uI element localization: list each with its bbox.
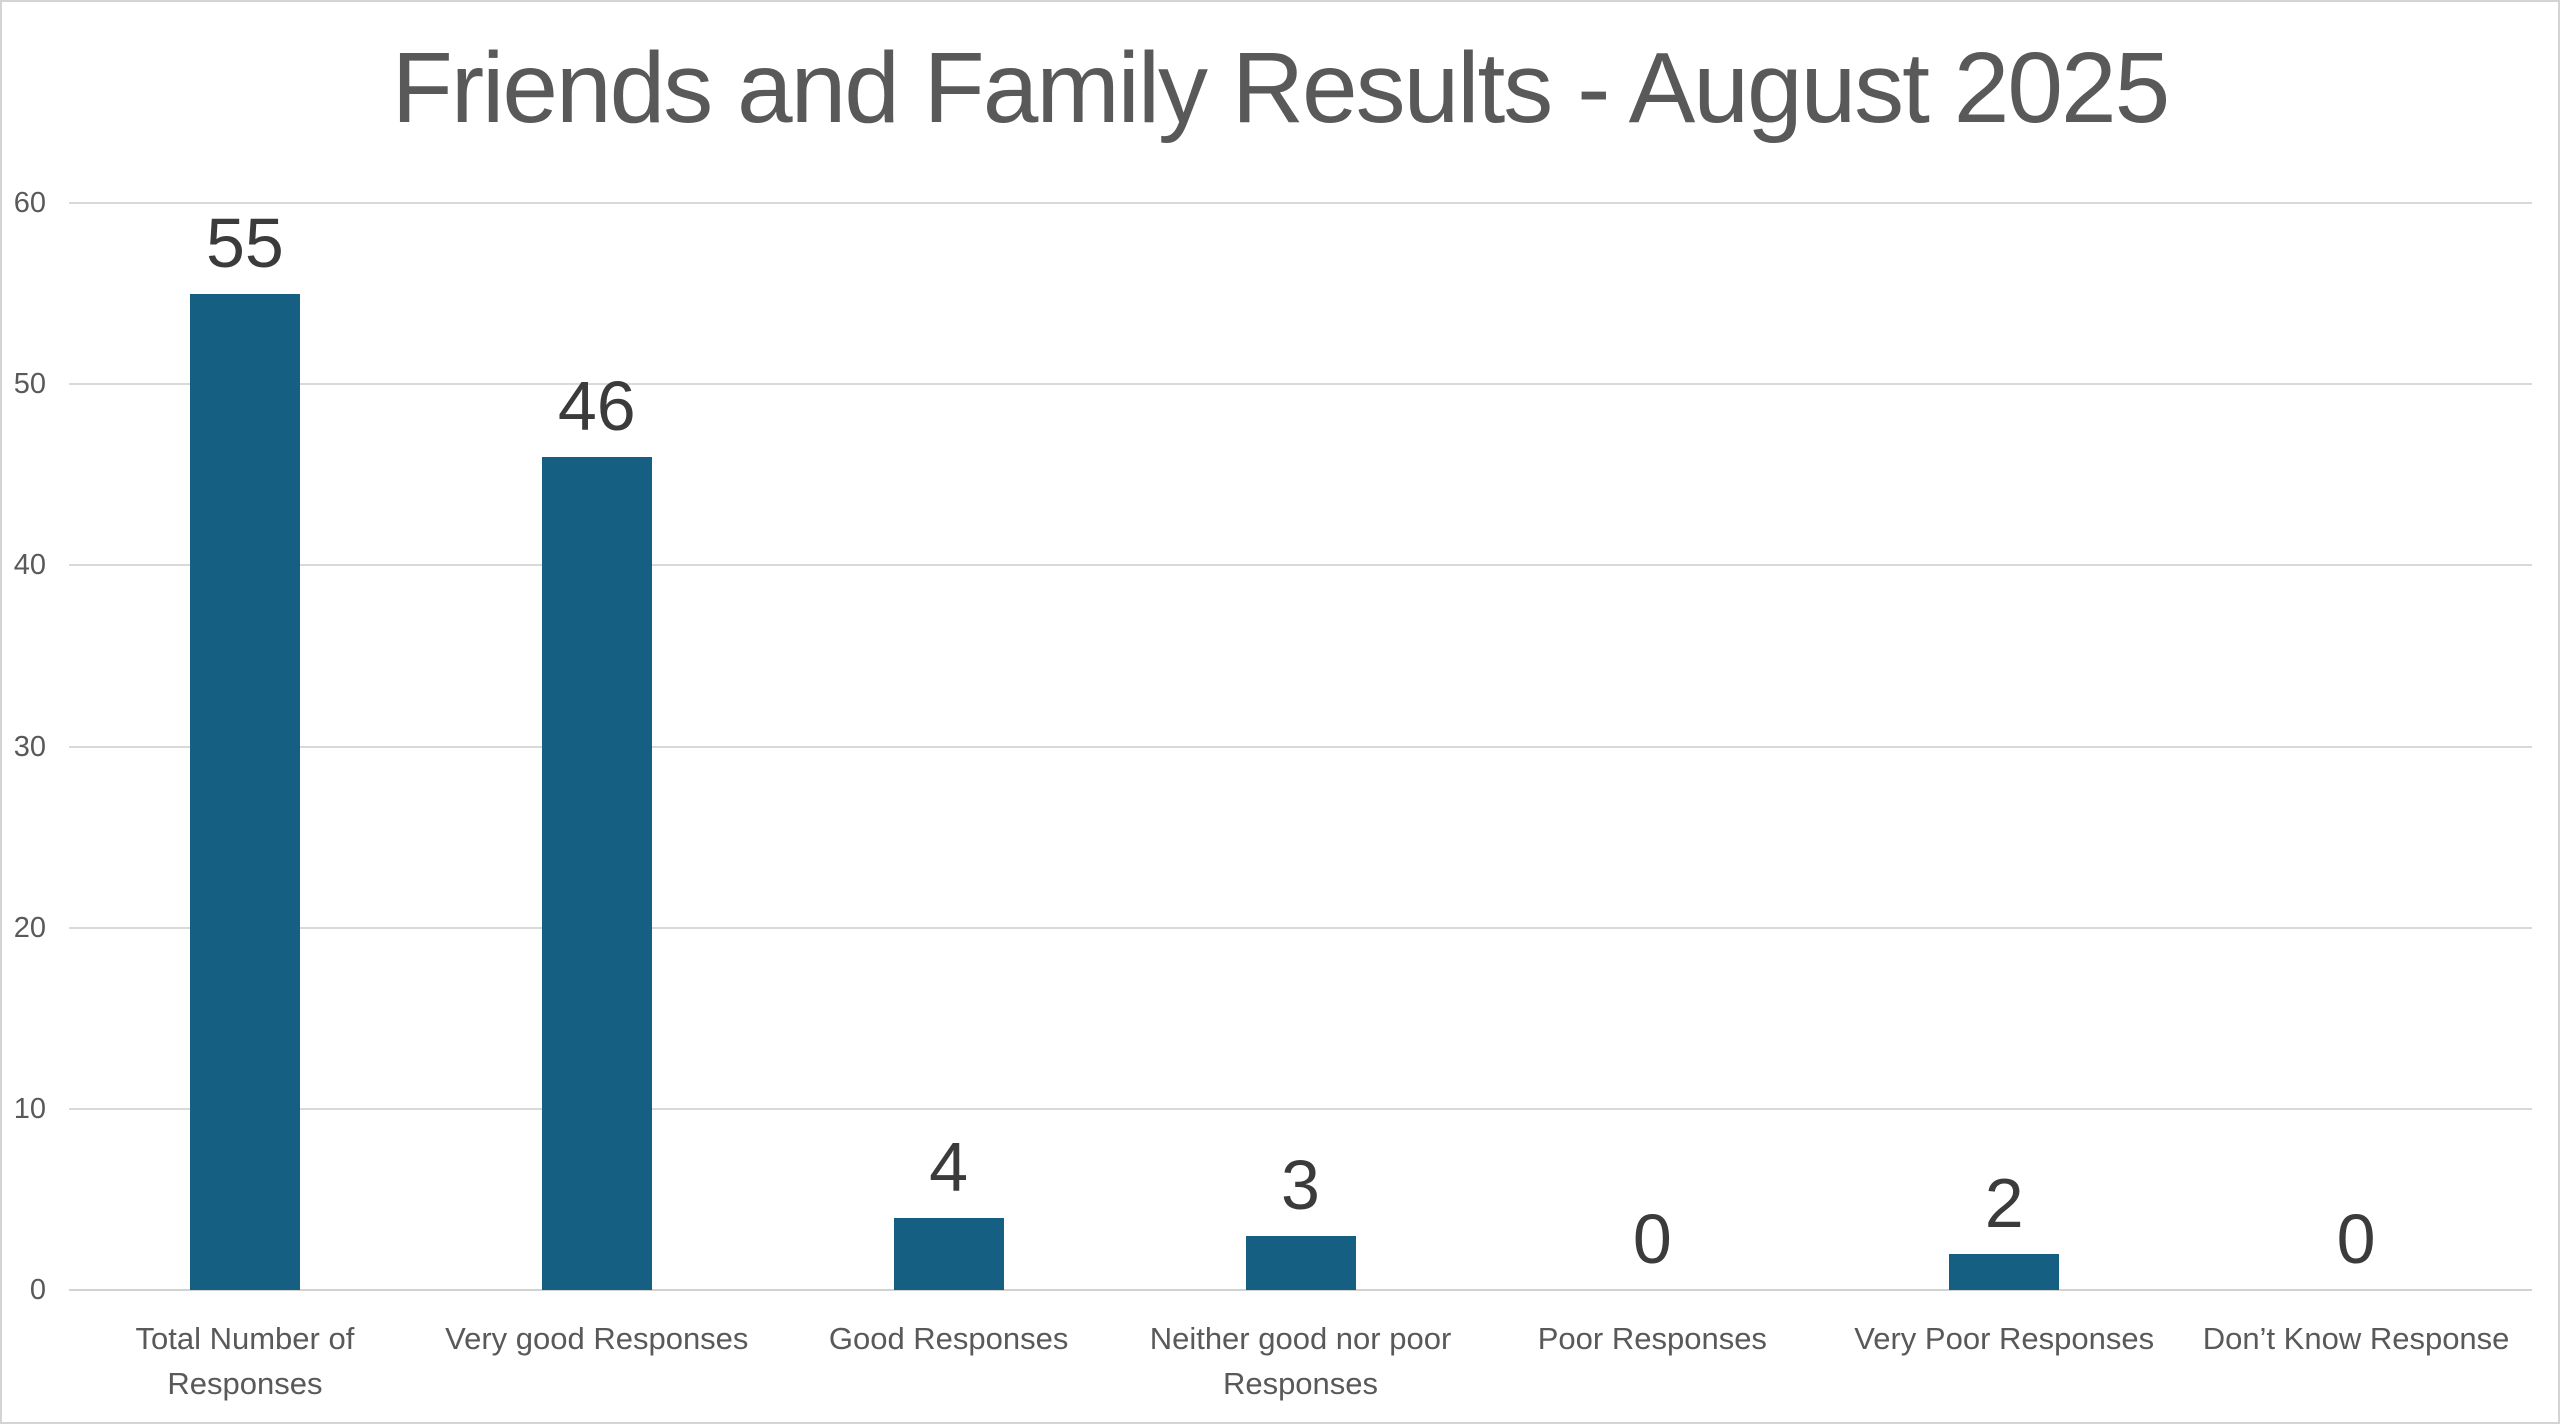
gridline bbox=[69, 745, 2532, 748]
x-axis-category-label-line: Responses bbox=[167, 1366, 323, 1401]
bar bbox=[1245, 1235, 1356, 1290]
gridline bbox=[69, 1107, 2532, 1110]
bar-value-label: 3 bbox=[1281, 1145, 1320, 1224]
y-axis-tick-label: 30 bbox=[13, 730, 46, 763]
x-axis-category-label: Good Responses bbox=[773, 1316, 1125, 1361]
y-axis-tick-label: 40 bbox=[13, 549, 46, 582]
bar-value-label: 4 bbox=[929, 1127, 969, 1206]
x-axis-category-label-line: Very good Responses bbox=[445, 1321, 749, 1356]
y-axis-tick-label: 60 bbox=[13, 187, 46, 219]
gridline bbox=[69, 564, 2532, 567]
plot-area: 55 46 4 3 0 2 0 bbox=[69, 202, 2532, 1291]
x-axis-category-label-line: Poor Responses bbox=[1537, 1321, 1767, 1356]
x-axis-category-label: Total Number of Responses bbox=[69, 1316, 421, 1406]
chart-title: Friends and Family Results - August 2025 bbox=[391, 32, 2170, 144]
bar-value-label: 2 bbox=[1984, 1163, 2024, 1242]
x-axis-category-label: Very Poor Responses bbox=[1828, 1316, 2180, 1361]
gridline bbox=[69, 383, 2532, 386]
x-axis-category-label-line: Very Poor Responses bbox=[1854, 1321, 2155, 1356]
bar bbox=[893, 1217, 1004, 1290]
x-axis-category-label-line: Don’t Know Response bbox=[2202, 1321, 2510, 1356]
x-axis-category-label-line: Total Number of bbox=[135, 1321, 355, 1356]
bar bbox=[189, 293, 300, 1290]
x-axis-category-label: Neither good nor poor Responses bbox=[1125, 1316, 1477, 1406]
y-axis-tick-label: 20 bbox=[13, 911, 46, 944]
gridline bbox=[69, 926, 2532, 929]
x-axis-category-label-line: Neither good nor poor bbox=[1149, 1321, 1452, 1356]
x-axis-category-label: Very good Responses bbox=[421, 1316, 773, 1361]
y-axis-tick-label: 0 bbox=[29, 1274, 46, 1306]
x-axis-category-label-line: Good Responses bbox=[828, 1321, 1069, 1356]
bar-value-label: 55 bbox=[205, 203, 284, 282]
gridline bbox=[69, 202, 2532, 204]
y-axis-tick-label: 50 bbox=[13, 368, 46, 401]
x-axis-category-label: Don’t Know Response bbox=[2180, 1316, 2532, 1361]
y-axis-tick-label: 10 bbox=[13, 1092, 46, 1125]
bar-value-label: 0 bbox=[1632, 1200, 1672, 1278]
x-axis-category-label-line: Responses bbox=[1222, 1366, 1379, 1401]
bar bbox=[541, 456, 652, 1290]
x-axis-line bbox=[69, 1289, 2532, 1291]
bar-value-label: 0 bbox=[2336, 1200, 2376, 1278]
bar bbox=[1949, 1253, 2060, 1290]
x-axis-category-label: Poor Responses bbox=[1476, 1316, 1828, 1361]
bar-value-label: 46 bbox=[557, 366, 636, 445]
